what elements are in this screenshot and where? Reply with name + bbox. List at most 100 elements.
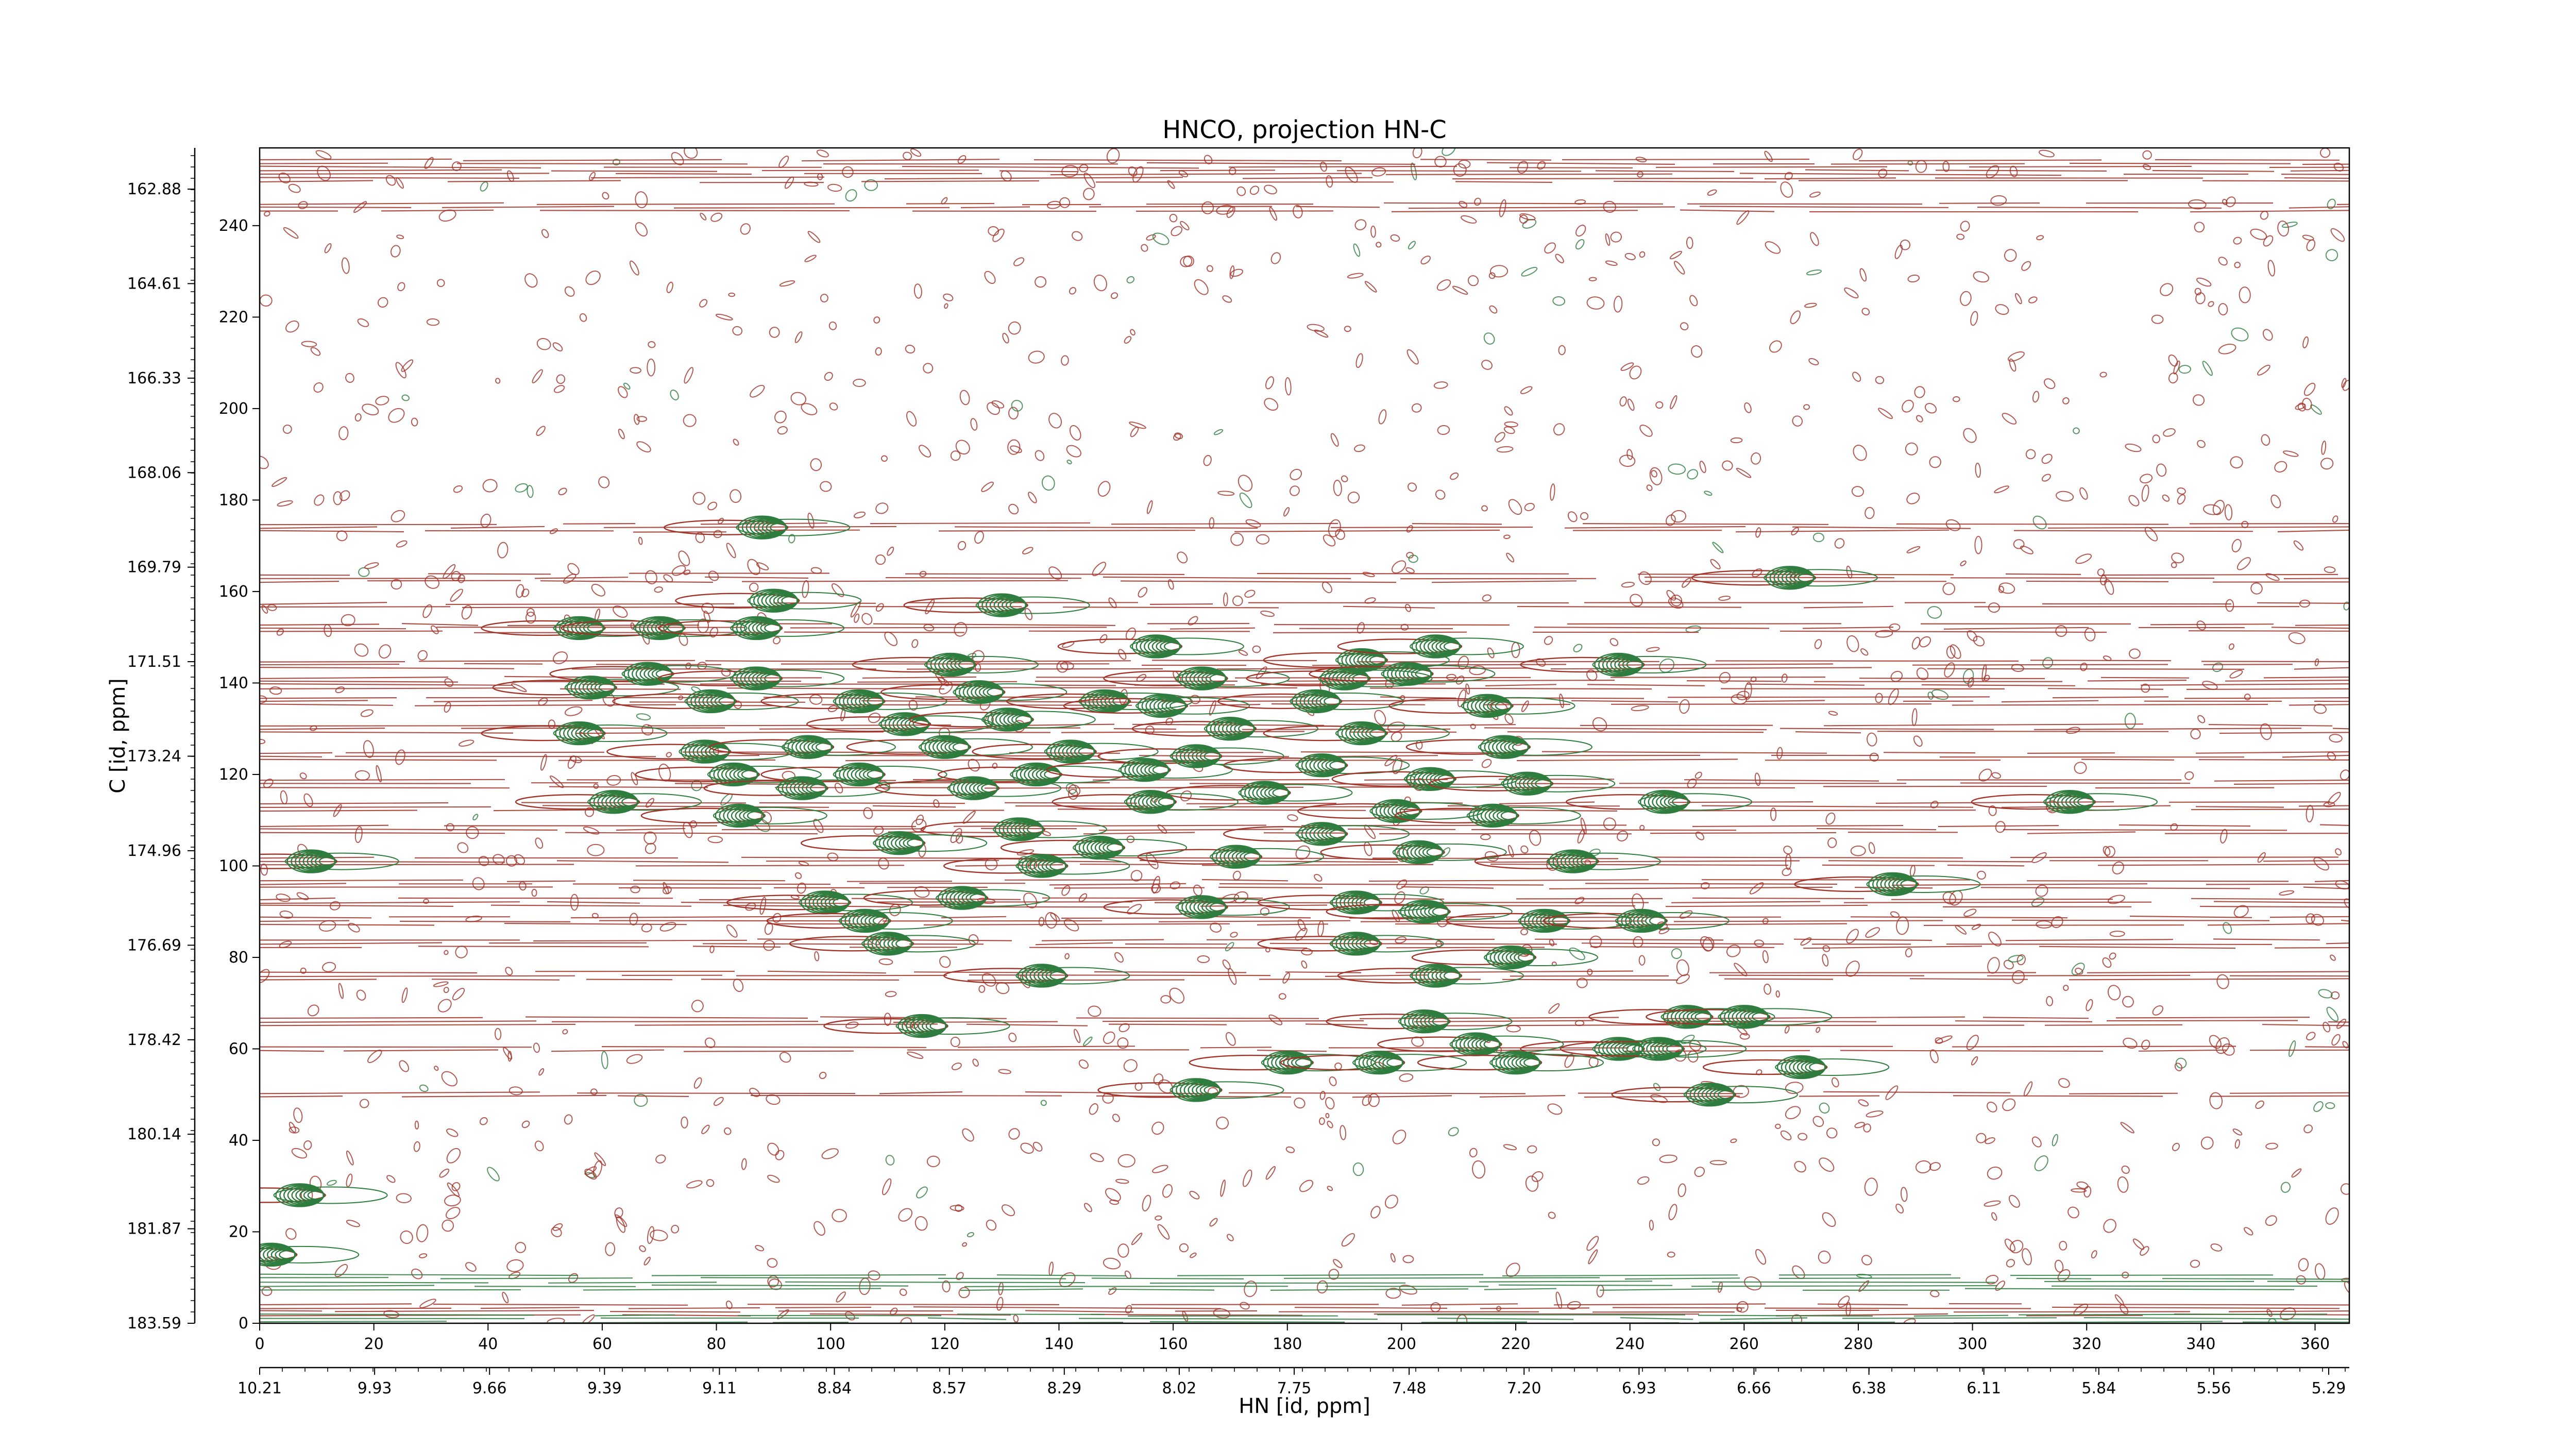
noise-contour (346, 1150, 354, 1166)
peak (1337, 634, 1524, 659)
noise-contour (1784, 1025, 1790, 1034)
peak-tail-contour (707, 765, 822, 783)
noise-contour (1008, 321, 1021, 335)
noise-contour (2184, 771, 2194, 780)
noise-contour (1437, 425, 1450, 435)
noise-contour (1935, 1037, 1943, 1044)
peak-tail-contour (1352, 1054, 1467, 1072)
peak (657, 666, 845, 690)
noise-contour (279, 911, 293, 919)
noise-contour (2263, 235, 2274, 247)
peak-level-contour (1107, 843, 1125, 852)
peak-ridge-contour (903, 597, 1028, 613)
peak-ridge-contour (515, 794, 640, 810)
noise-contour (1816, 1026, 1821, 1033)
noise-contour (397, 282, 405, 292)
noise-contour (1605, 233, 1611, 246)
noise-contour (2083, 1186, 2092, 1198)
noise-contour (2303, 1124, 2313, 1134)
peak-ridge-contour (1794, 876, 1919, 892)
noise-contour (1032, 1141, 1043, 1152)
noise-contour (1617, 830, 1629, 841)
x-index-tick-label: 320 (2072, 1335, 2102, 1353)
peak-ridge-contour (1263, 652, 1388, 668)
noise-contour (1680, 322, 1689, 331)
noise-contour (1068, 788, 1078, 800)
peak-tail-contour (1615, 912, 1730, 930)
noise-contour (1942, 161, 1950, 172)
noise-contour (1229, 265, 1235, 279)
noise-contour (1764, 983, 1772, 995)
noise-contour (310, 347, 321, 356)
noise-contour (1794, 1161, 1806, 1173)
noise-contour (2283, 450, 2299, 457)
peak-level-contour (1386, 1058, 1404, 1068)
noise-contour (1010, 445, 1022, 453)
noise-contour (540, 754, 547, 771)
noise-contour (2310, 404, 2322, 415)
noise-contour (1225, 1032, 1236, 1046)
noise-contour (2104, 579, 2114, 595)
noise-contour (1435, 490, 1446, 500)
noise-contour (1016, 849, 1035, 856)
baseline-streak (260, 173, 2349, 176)
noise-contour (1712, 542, 1724, 553)
peak-tail-contour (730, 619, 845, 637)
noise-contour (1461, 215, 1477, 224)
noise-contour (1230, 268, 1244, 277)
noise-contour (303, 793, 313, 807)
baseline-streak (260, 630, 2349, 633)
noise-contour (1930, 1290, 1940, 1298)
noise-contour (804, 255, 817, 262)
noise-contour (978, 985, 986, 993)
noise-contour (1903, 1318, 1916, 1323)
noise-contour (1780, 1130, 1792, 1141)
baseline-streak (260, 209, 2349, 213)
noise-contour (2261, 434, 2270, 446)
noise-contour (2025, 449, 2036, 460)
noise-contour (401, 394, 410, 401)
noise-contour (1567, 511, 1578, 523)
noise-contour (1610, 231, 1622, 243)
peak (1794, 872, 1981, 897)
noise-contour (1575, 239, 1585, 250)
peak (1377, 1032, 1564, 1056)
peak (880, 680, 1067, 704)
x-ppm-tick-label: 9.39 (587, 1379, 622, 1397)
noise-contour (472, 814, 479, 821)
noise-contour (401, 987, 408, 1003)
noise-contour (1252, 645, 1261, 653)
peak (1331, 767, 1518, 791)
noise-contour (1679, 699, 1690, 714)
peak-level-contour (833, 898, 851, 907)
noise-contour (338, 983, 344, 999)
peak (903, 593, 1090, 617)
noise-contour (2313, 1101, 2324, 1112)
noise-contour (767, 1258, 778, 1268)
noise-contour (1639, 251, 1646, 258)
peak-level-contour (981, 783, 999, 793)
noise-contour (1482, 594, 1492, 602)
x-ppm-axis: 10.21 9.93 9.66 9.39 9.11 8.84 8.57 8.29 8.02 7.7… (238, 1367, 2349, 1397)
noise-contour (1061, 355, 1069, 366)
peak-tail-contour (981, 711, 1096, 729)
noise-contour (511, 683, 527, 693)
noise-contour (2129, 648, 2141, 659)
noise-contour (1988, 805, 1997, 816)
noise-contour (967, 1232, 974, 1238)
noise-contour (1110, 292, 1118, 299)
noise-contour (521, 588, 530, 597)
noise-contour (601, 1051, 608, 1069)
noise-contour (2302, 234, 2314, 241)
peak (1263, 721, 1450, 746)
noise-contour (1603, 817, 1616, 831)
peak-level-contour (770, 523, 788, 532)
peak-tail-contour (924, 655, 1039, 673)
plot-area (259, 147, 2350, 1324)
peak (1000, 835, 1188, 860)
noise-contour (1011, 399, 1023, 412)
noise-contour (1242, 1169, 1252, 1187)
noise-contour (1329, 1076, 1337, 1086)
noise-contour (1520, 386, 1533, 394)
peak-tail-contour (1409, 967, 1524, 985)
